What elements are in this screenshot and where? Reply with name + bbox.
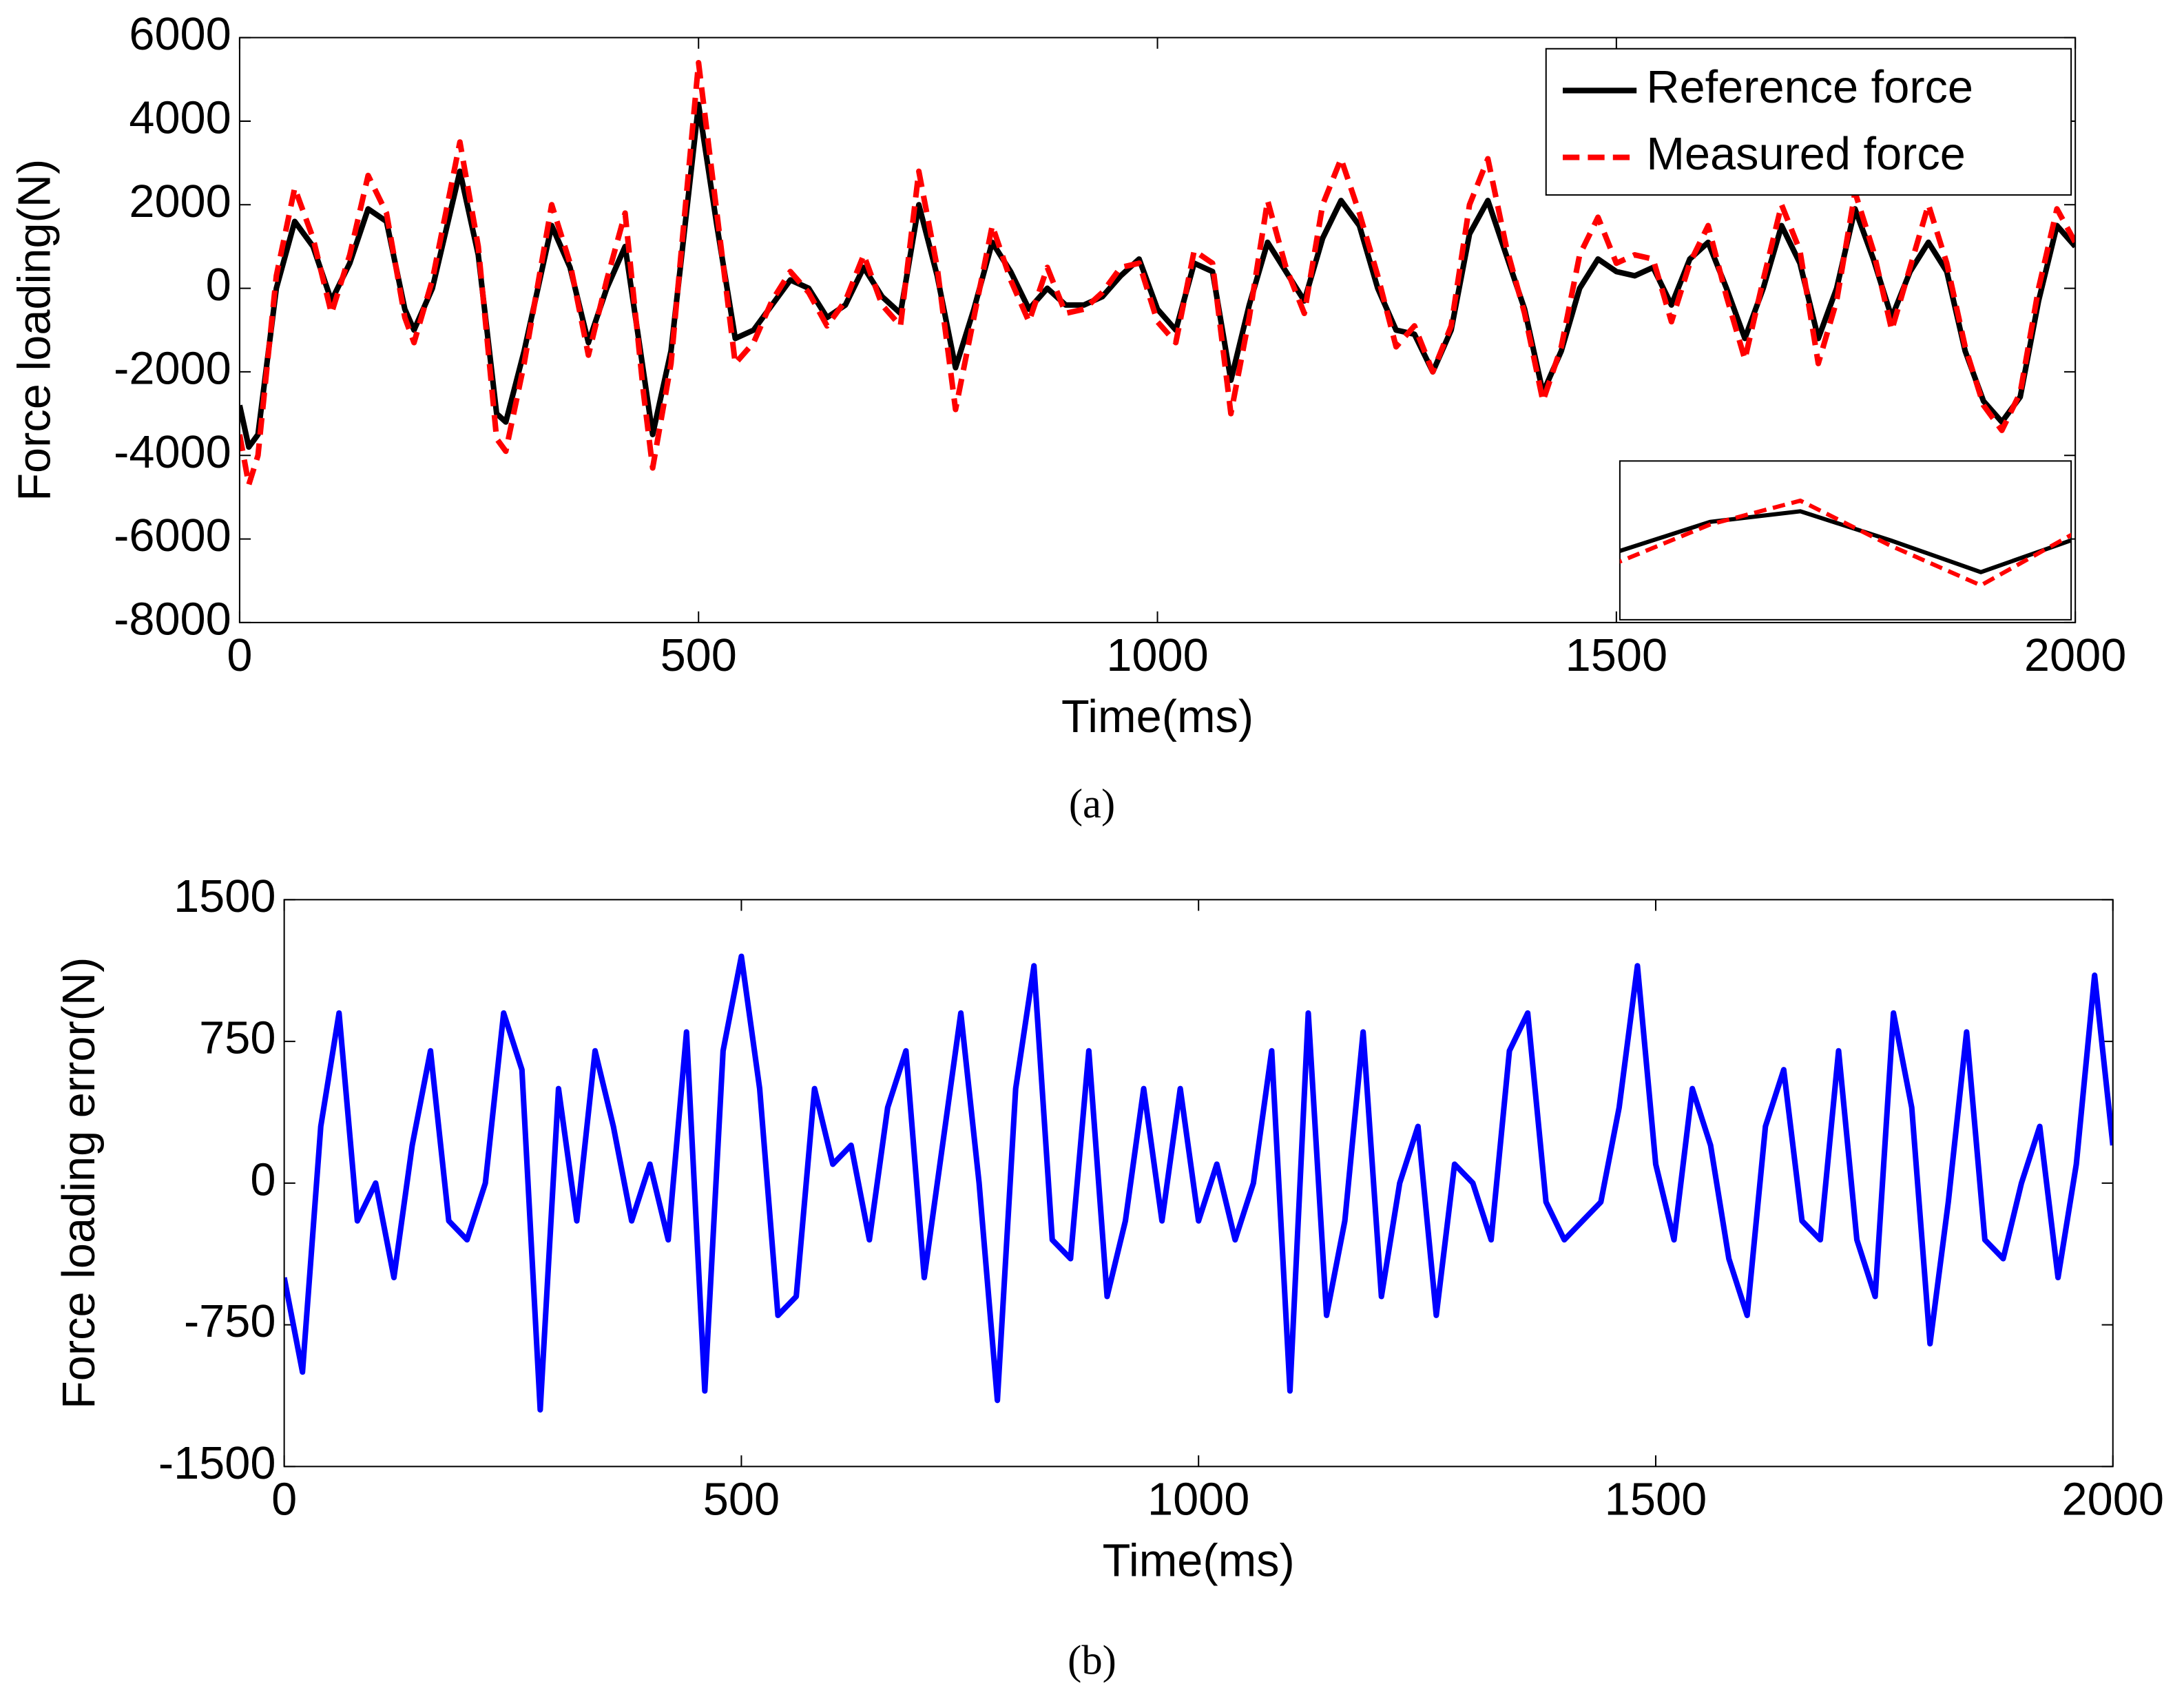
x-tick-label: 1500 — [1605, 1475, 1707, 1525]
y-tick-label: 2000 — [129, 176, 231, 227]
x-axis-label: Time(ms) — [1061, 691, 1254, 742]
plot-frame — [283, 899, 2114, 1468]
legend-label: Reference force — [1646, 62, 1973, 113]
legend-box — [1545, 48, 2072, 196]
y-axis-label: Force loading error(N) — [54, 957, 105, 1409]
y-tick-label: -2000 — [114, 344, 231, 395]
x-tick-label: 1000 — [1147, 1475, 1249, 1525]
y-tick-label: 0 — [250, 1154, 275, 1205]
inset-area — [1619, 460, 2072, 621]
legend-label: Measured force — [1646, 129, 1966, 180]
plot-area — [284, 899, 2113, 1467]
y-tick-label: 750 — [199, 1013, 275, 1064]
plot-frame — [238, 37, 2077, 623]
x-tick-label: 1000 — [1106, 630, 1208, 681]
caption: (b) — [1068, 1637, 1116, 1683]
series-line — [239, 59, 2076, 488]
y-tick-label: 0 — [206, 260, 231, 311]
x-tick-label: 500 — [661, 630, 737, 681]
y-tick-label: -6000 — [114, 510, 231, 561]
y-tick-label: 1500 — [174, 871, 275, 922]
y-tick-label: 4000 — [129, 93, 231, 144]
plot-lines — [284, 953, 2113, 1413]
y-tick-label: -1500 — [158, 1438, 276, 1489]
x-tick-label: 0 — [227, 630, 252, 681]
y-tick-label: -4000 — [114, 427, 231, 478]
x-tick-label: 2000 — [2062, 1475, 2164, 1525]
plot-lines — [239, 59, 2076, 488]
series-line — [284, 953, 2113, 1413]
y-tick-label: -8000 — [114, 594, 231, 645]
y-axis-label: Force loading(N) — [9, 159, 60, 501]
caption: (a) — [1069, 781, 1115, 827]
x-tick-label: 500 — [703, 1475, 780, 1525]
y-tick-label: 6000 — [129, 9, 231, 60]
y-tick-label: -750 — [184, 1296, 276, 1347]
x-tick-label: 2000 — [2024, 630, 2126, 681]
x-tick-label: 1500 — [1566, 630, 1667, 681]
x-tick-label: 0 — [271, 1475, 297, 1525]
x-axis-label: Time(ms) — [1103, 1536, 1295, 1587]
